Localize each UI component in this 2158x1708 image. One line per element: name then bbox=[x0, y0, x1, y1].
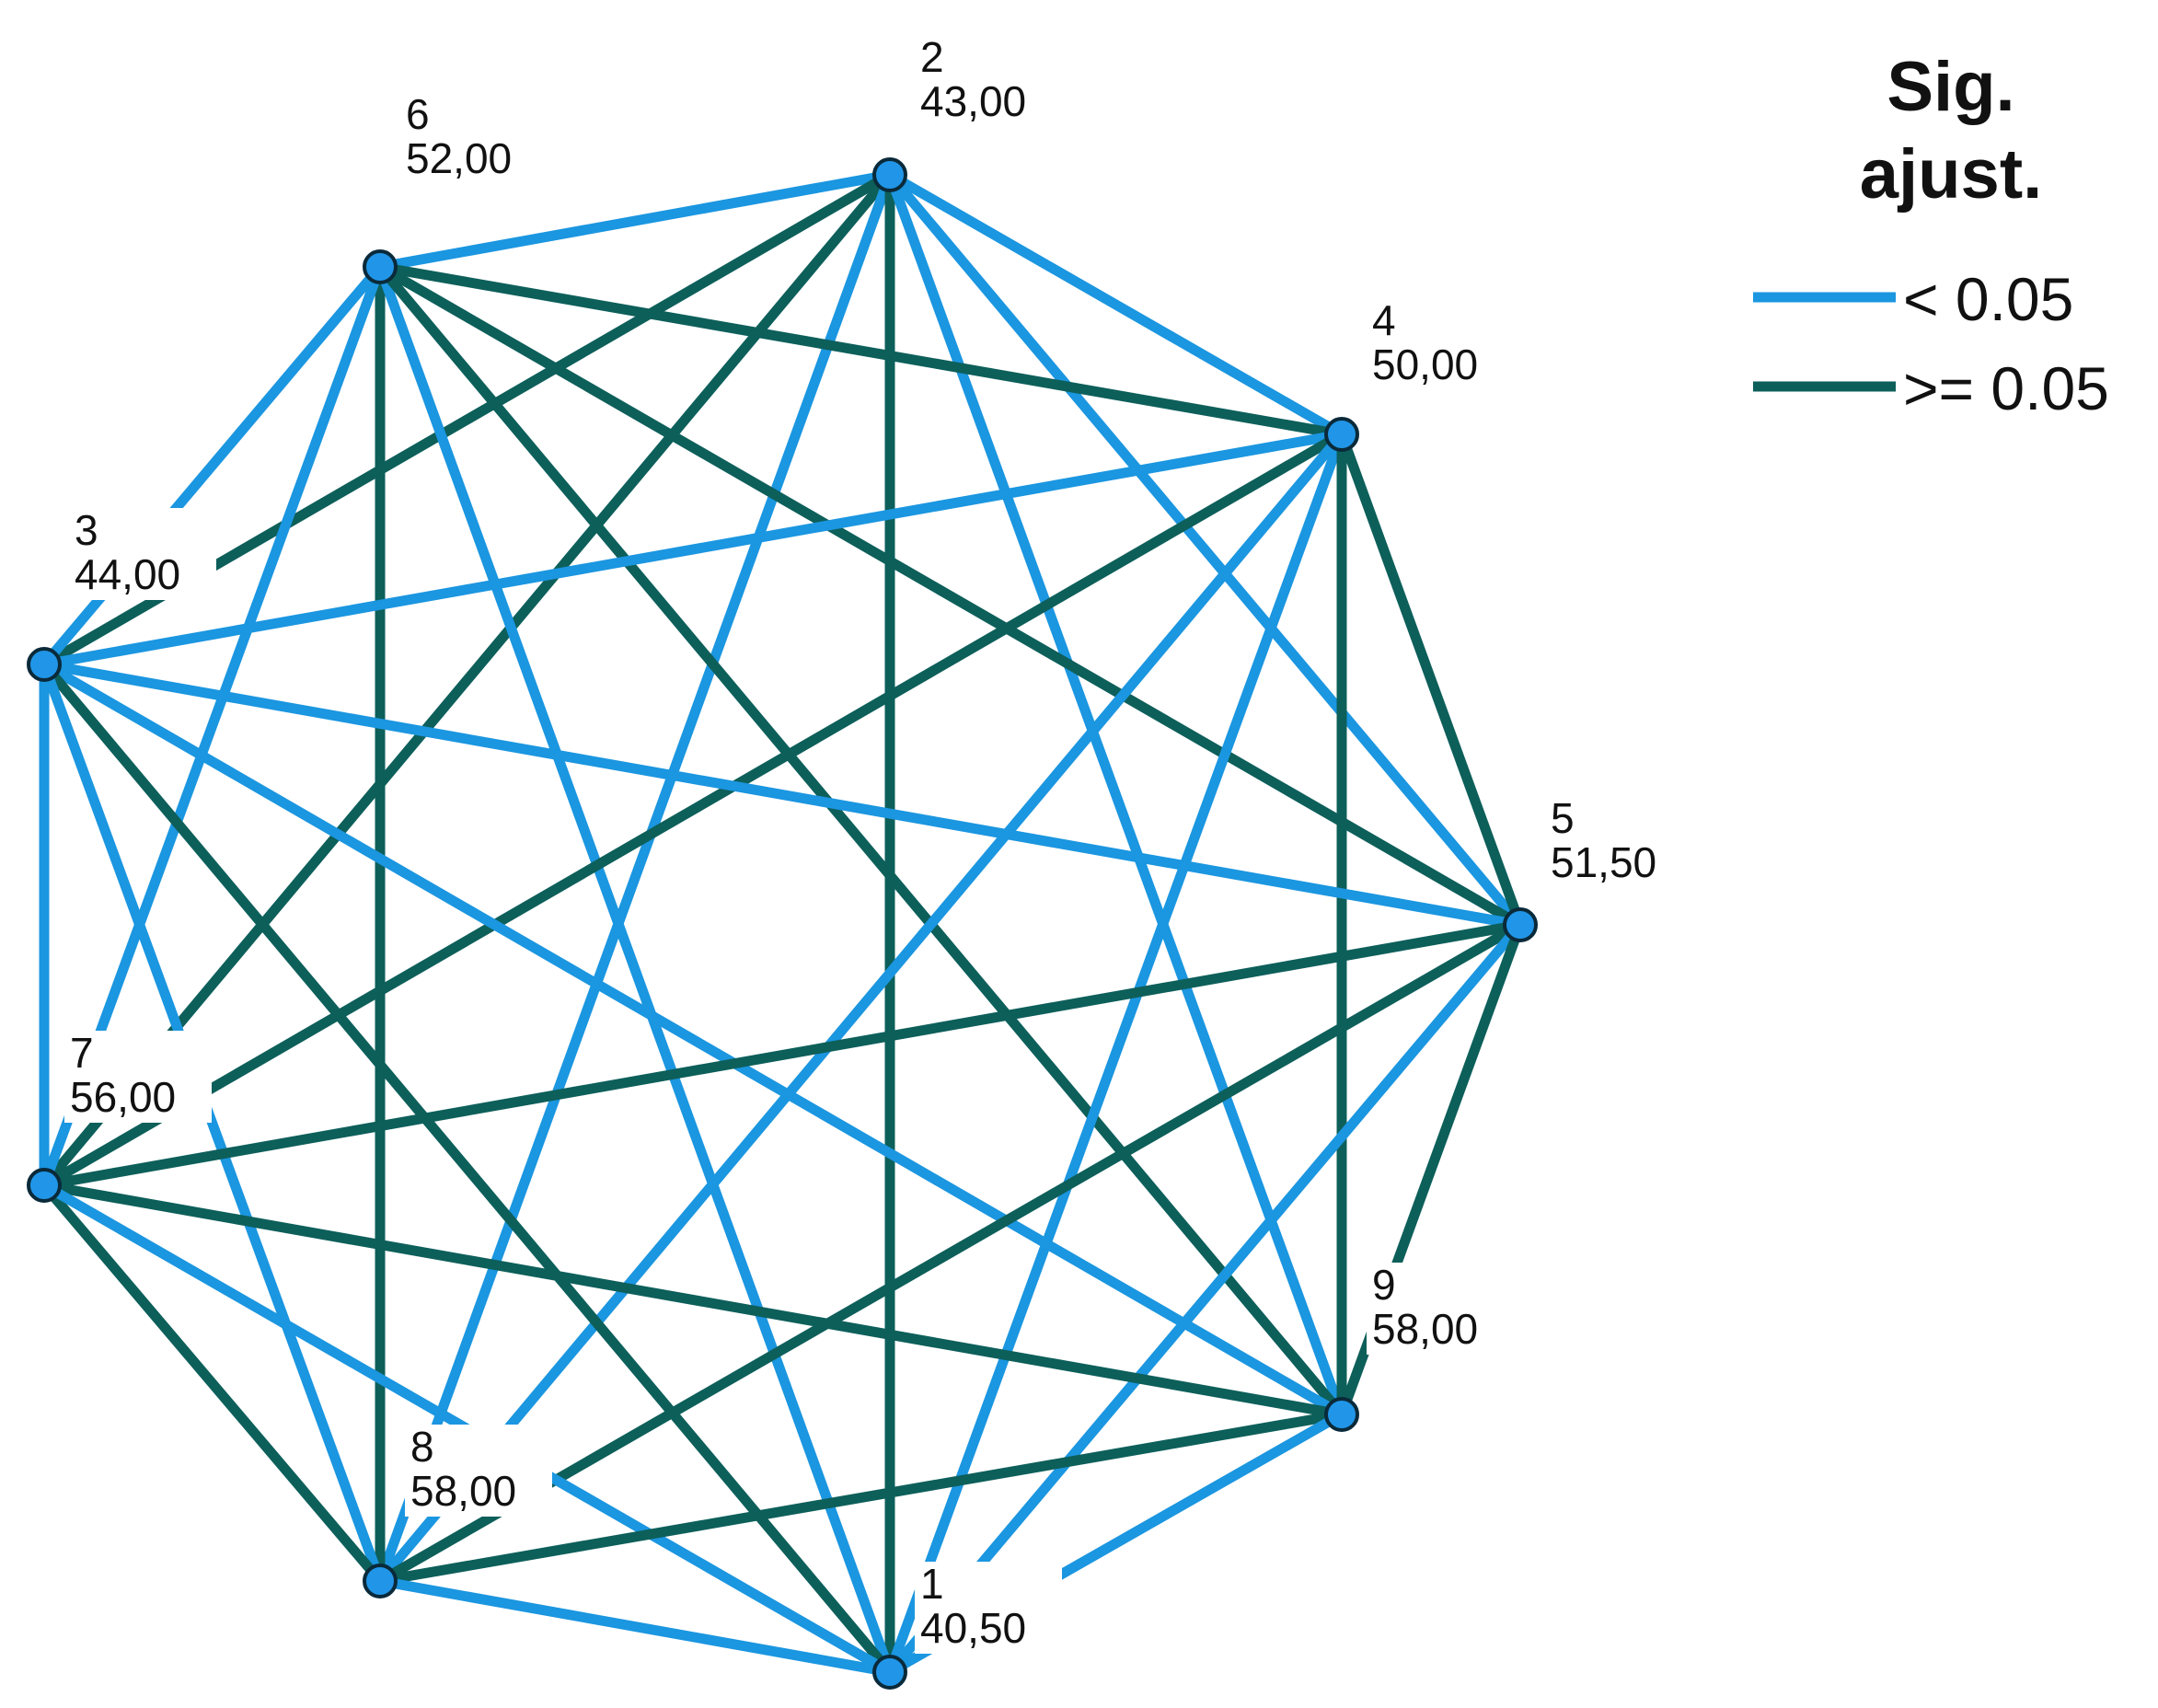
edge-6-1 bbox=[375, 265, 895, 1674]
edge-2-8 bbox=[375, 173, 895, 1583]
node-7 bbox=[27, 1168, 62, 1203]
node-4 bbox=[1324, 417, 1359, 452]
node-id-label-3: 3 bbox=[75, 506, 98, 554]
node-3 bbox=[27, 647, 62, 682]
edge-7-8 bbox=[40, 1182, 385, 1585]
nodes-layer bbox=[27, 157, 1538, 1690]
node-labels-layer: 140,50 243,00 344,00 450,00 551,50 652,00 756,… bbox=[64, 33, 1692, 1654]
node-8 bbox=[363, 1564, 398, 1598]
node-1 bbox=[872, 1655, 907, 1690]
edge-6-5 bbox=[377, 262, 1523, 929]
node-value-label-3: 44,00 bbox=[75, 550, 180, 598]
edge-6-4 bbox=[379, 261, 1343, 440]
edge-4-7 bbox=[41, 430, 1344, 1190]
node-id-label-4: 4 bbox=[1372, 296, 1396, 344]
node-value-label-8: 58,00 bbox=[410, 1467, 516, 1515]
legend-title-line1: Sig. bbox=[1887, 48, 2014, 126]
edge-2-7 bbox=[40, 171, 894, 1189]
node-id-label-1: 1 bbox=[920, 1560, 944, 1608]
legend: Sig. ajust. < 0.05 >= 0.05 bbox=[1753, 48, 2109, 422]
edge-7-9 bbox=[43, 1180, 1343, 1420]
edge-5-1 bbox=[885, 921, 1525, 1676]
legend-label-significant: < 0.05 bbox=[1903, 265, 2073, 333]
edge-4-3 bbox=[43, 429, 1343, 670]
legend-title-line2: ajust. bbox=[1860, 135, 2043, 214]
node-value-label-7: 56,00 bbox=[70, 1073, 176, 1121]
legend-label-not-significant: >= 0.05 bbox=[1903, 354, 2109, 422]
node-id-label-8: 8 bbox=[410, 1423, 434, 1471]
node-9 bbox=[1324, 1397, 1359, 1432]
edge-3-9 bbox=[41, 660, 1344, 1419]
node-value-label-4: 50,00 bbox=[1372, 340, 1478, 388]
edge-4-5 bbox=[1336, 433, 1526, 927]
edge-5-7 bbox=[43, 919, 1521, 1191]
edge-2-6 bbox=[379, 169, 891, 272]
edge-3-5 bbox=[43, 659, 1521, 930]
node-label-background-7 bbox=[64, 1031, 212, 1123]
node-label-background-1 bbox=[915, 1562, 1062, 1654]
node-value-label-2: 43,00 bbox=[920, 77, 1026, 125]
node-label-background-3 bbox=[69, 508, 216, 600]
edge-8-9 bbox=[379, 1409, 1343, 1587]
edges-layer bbox=[39, 169, 1526, 1678]
node-label-background-8 bbox=[405, 1425, 552, 1517]
node-id-label-9: 9 bbox=[1372, 1261, 1396, 1309]
edge-3-8 bbox=[39, 663, 386, 1583]
node-value-label-1: 40,50 bbox=[920, 1604, 1026, 1652]
node-label-background-5 bbox=[1545, 796, 1692, 888]
edge-3-1 bbox=[40, 661, 894, 1676]
node-6 bbox=[363, 249, 398, 284]
node-label-background-6 bbox=[400, 92, 548, 184]
node-id-label-6: 6 bbox=[406, 90, 430, 138]
edge-5-8 bbox=[377, 920, 1523, 1586]
edge-6-9 bbox=[375, 263, 1346, 1418]
edge-2-5 bbox=[885, 171, 1525, 929]
node-id-label-5: 5 bbox=[1551, 794, 1575, 842]
node-value-label-5: 51,50 bbox=[1551, 838, 1656, 886]
edge-4-8 bbox=[375, 431, 1346, 1585]
node-label-background-4 bbox=[1367, 298, 1514, 390]
edge-2-4 bbox=[887, 170, 1344, 439]
node-id-label-7: 7 bbox=[70, 1029, 94, 1077]
node-label-background-2 bbox=[915, 35, 1062, 127]
node-label-background-9 bbox=[1367, 1263, 1514, 1355]
node-value-label-6: 52,00 bbox=[406, 134, 512, 182]
edge-4-1 bbox=[884, 433, 1347, 1674]
node-id-label-2: 2 bbox=[920, 33, 944, 81]
node-value-label-9: 58,00 bbox=[1372, 1305, 1478, 1353]
edge-2-9 bbox=[884, 173, 1347, 1416]
node-5 bbox=[1503, 907, 1538, 942]
edge-8-1 bbox=[379, 1575, 891, 1678]
node-2 bbox=[872, 157, 907, 192]
edge-6-3 bbox=[40, 263, 385, 668]
